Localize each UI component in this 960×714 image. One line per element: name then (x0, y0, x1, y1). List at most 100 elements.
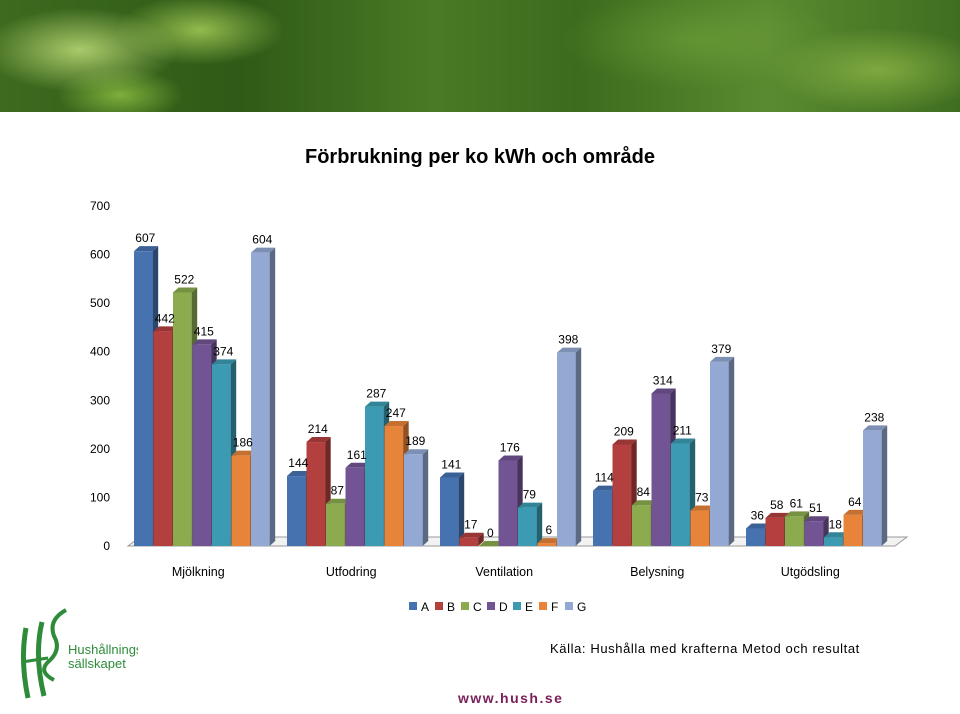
bar-top (863, 425, 888, 431)
data-label: 51 (809, 501, 823, 515)
bar-e-2 (518, 502, 543, 546)
bar-front (746, 528, 765, 546)
bar-front (710, 361, 729, 546)
logo-text-line1: Hushållnings (68, 642, 138, 657)
bar-top (153, 326, 178, 332)
legend-item-f: F (539, 600, 558, 614)
data-label: 176 (500, 441, 520, 455)
data-label: 186 (233, 436, 253, 450)
legend-label: D (499, 600, 508, 614)
legend-swatch (565, 602, 573, 610)
legend-label: G (577, 600, 586, 614)
bar-top (134, 246, 159, 252)
bar-top (557, 347, 582, 353)
bar-front (593, 490, 612, 546)
bar-front (326, 503, 345, 546)
bar-top (518, 502, 543, 508)
bar-g-1 (404, 449, 429, 546)
bar-top (192, 339, 217, 345)
data-label: 84 (637, 485, 651, 499)
bar-side (881, 425, 888, 546)
bar-top (345, 462, 370, 468)
bar-front (765, 517, 785, 546)
data-label: 214 (308, 422, 328, 436)
bar-top (785, 511, 810, 517)
legend-label: F (551, 600, 558, 614)
bar-front (192, 344, 212, 546)
bar-front (287, 476, 306, 546)
legend-swatch (409, 602, 417, 610)
y-tick-label: 0 (103, 539, 110, 553)
bar-top (632, 500, 657, 506)
bar-front (134, 251, 153, 546)
bar-top (440, 472, 465, 478)
bar-front (251, 252, 270, 546)
bar-front (824, 537, 843, 546)
bar-side (728, 356, 735, 546)
data-label: 87 (331, 484, 345, 498)
bar-b-2 (459, 532, 484, 546)
bar-g-2 (557, 347, 582, 546)
legend-item-e: E (513, 600, 533, 614)
bar-side (269, 247, 276, 546)
data-label: 247 (386, 406, 406, 420)
legend-item-g: G (565, 600, 586, 614)
y-tick-label: 400 (90, 345, 110, 359)
bar-front (671, 443, 690, 546)
bar-front (212, 364, 231, 546)
legend-label: A (421, 600, 429, 614)
bar-front (804, 521, 824, 546)
data-label: 189 (405, 434, 425, 448)
bar-top (843, 509, 868, 515)
data-label: 36 (751, 509, 765, 523)
bar-front (518, 507, 537, 546)
bar-top (251, 247, 276, 253)
bar-front (153, 331, 173, 546)
bar-top (671, 438, 696, 444)
x-category-label: Belysning (630, 565, 684, 579)
data-label: 374 (213, 344, 233, 358)
bar-top (365, 401, 390, 407)
bar-front (843, 514, 863, 546)
bar-front (440, 477, 459, 546)
data-label: 61 (790, 496, 804, 510)
bar-top (537, 538, 562, 544)
legend-item-a: A (409, 600, 429, 614)
data-label: 79 (523, 488, 537, 502)
bar-top (173, 287, 198, 293)
legend-swatch (461, 602, 469, 610)
bar-a-2 (440, 472, 465, 546)
logo-text-line2: sällskapet (68, 656, 126, 671)
bar-g-0 (251, 247, 276, 546)
bar-top (459, 532, 484, 538)
bar-top (765, 512, 790, 518)
data-label: 161 (347, 448, 367, 462)
bar-front (690, 510, 710, 546)
bar-front (404, 454, 423, 546)
y-tick-label: 200 (90, 442, 110, 456)
hs-logo-icon: Hushållnings sällskapet (20, 608, 143, 699)
bar-top (326, 498, 351, 504)
bar-side (458, 472, 465, 546)
data-label: 18 (829, 517, 843, 531)
data-label: 209 (614, 424, 634, 438)
legend-item-b: B (435, 600, 455, 614)
data-label: 442 (155, 311, 175, 325)
bar-front (384, 426, 404, 546)
data-label: 211 (673, 424, 692, 438)
legend-swatch (487, 602, 495, 610)
data-label: 73 (695, 491, 709, 505)
bar-g-3 (710, 356, 735, 546)
bar-front (863, 430, 882, 546)
data-label: 58 (770, 498, 784, 512)
website-url[interactable]: www.hush.se (458, 690, 564, 706)
legend-label: C (473, 600, 482, 614)
bar-e-3 (671, 438, 696, 546)
bar-top (498, 455, 523, 461)
bar-top (710, 356, 735, 362)
bar-front (632, 505, 651, 546)
bar-front (537, 543, 557, 546)
data-label: 0 (487, 526, 494, 540)
data-label: 17 (464, 518, 478, 532)
y-tick-label: 700 (90, 199, 110, 213)
